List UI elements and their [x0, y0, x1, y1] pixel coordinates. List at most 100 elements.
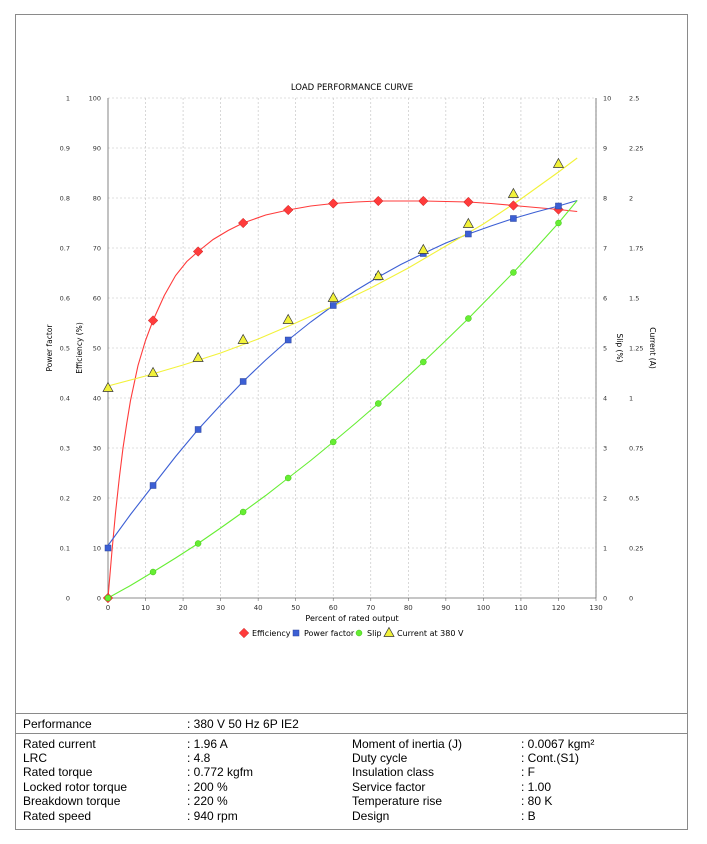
- performance-label: Performance: [23, 717, 92, 731]
- slip-tick-label: 8: [603, 195, 607, 203]
- efficiency-point: [237, 217, 249, 229]
- temperature-rise-label: Temperature rise: [352, 794, 443, 808]
- power-factor-point: [510, 215, 517, 222]
- efficiency-point: [463, 196, 474, 208]
- service-factor-value: : 1.00: [521, 780, 552, 794]
- power-factor-point: [465, 230, 472, 238]
- efficiency-point: [418, 195, 429, 207]
- chart-title: LOAD PERFORMANCE CURVE: [291, 83, 413, 93]
- power-factor-tick-label: 0.3: [60, 445, 70, 453]
- x-tick-label: 10: [141, 604, 150, 612]
- rated-current-label: Rated current: [23, 737, 96, 751]
- service-factor-label: Service factor: [352, 780, 426, 794]
- slip-tick-label: 6: [603, 295, 607, 303]
- current-at-380-v-point: [552, 157, 565, 168]
- efficiency-tick-label: 60: [93, 295, 101, 303]
- current-tick-label: 0.5: [629, 495, 639, 503]
- slip-tick-label: 3: [603, 445, 607, 453]
- power-factor-tick-label: 0.5: [60, 345, 70, 353]
- x-tick-label: 50: [291, 604, 300, 612]
- efficiency-legend-label: Efficiency: [252, 629, 291, 638]
- efficiency-point: [283, 204, 294, 216]
- slip-tick-label: 7: [603, 245, 607, 253]
- efficiency-tick-label: 30: [93, 445, 101, 453]
- slip-tick-label: 0: [603, 595, 607, 603]
- power-factor-legend-marker: [292, 629, 300, 637]
- power-factor-point: [329, 302, 337, 309]
- current-tick-label: 1.75: [629, 245, 643, 253]
- efficiency-axis-label: Efficiency (%): [75, 322, 84, 374]
- current-tick-label: 1: [629, 395, 633, 403]
- x-tick-label: 120: [552, 604, 565, 612]
- slip-point: [375, 400, 382, 407]
- slip-point: [104, 594, 112, 602]
- rated-torque-value: : 0.772 kgfm: [187, 765, 254, 779]
- rated-speed-label: Rated speed: [23, 809, 92, 823]
- x-axis-label: Percent of rated output: [305, 614, 398, 623]
- insulation-class-label: Insulation class: [352, 765, 435, 779]
- slip-point: [329, 438, 337, 446]
- efficiency-curve: [107, 200, 578, 599]
- efficiency-tick-label: 40: [93, 395, 101, 403]
- x-tick-label: 130: [589, 604, 602, 612]
- table-top-border: [15, 713, 688, 714]
- design-label: Design: [352, 809, 390, 823]
- slip-point: [284, 474, 292, 482]
- current-tick-label: 2.5: [629, 95, 639, 103]
- locked-rotor-torque-value: : 200 %: [187, 780, 228, 794]
- slip-tick-label: 4: [603, 395, 607, 403]
- x-tick-label: 90: [441, 604, 450, 612]
- duty-cycle-label: Duty cycle: [352, 751, 408, 765]
- lrc-value: : 4.8: [187, 751, 211, 765]
- rated-speed-value: : 940 rpm: [187, 809, 238, 823]
- slip-point: [239, 508, 247, 516]
- efficiency-tick-label: 70: [93, 245, 101, 253]
- efficiency-point: [508, 200, 519, 211]
- power-factor-tick-label: 0.8: [60, 195, 70, 203]
- efficiency-point: [328, 198, 339, 209]
- x-tick-label: 40: [254, 604, 263, 612]
- efficiency-tick-label: 50: [93, 345, 101, 353]
- rated-torque-label: Rated torque: [23, 765, 93, 779]
- current-tick-label: 0: [629, 595, 633, 603]
- slip-legend-marker: [355, 629, 363, 637]
- efficiency-point: [373, 195, 384, 207]
- slip-legend-label: Slip: [367, 629, 382, 638]
- slip-tick-label: 2: [603, 495, 607, 503]
- slip-curve: [107, 200, 578, 599]
- slip-point: [149, 568, 157, 576]
- current-at-380-v-point: [102, 381, 114, 392]
- current-tick-label: 1.5: [629, 295, 639, 303]
- current-tick-label: 2: [629, 195, 633, 203]
- slip-point: [194, 540, 202, 547]
- slip-point: [465, 315, 472, 322]
- lrc-label: LRC: [23, 751, 48, 765]
- current-axis-label: Current (A): [648, 327, 657, 369]
- power-factor-point: [555, 202, 562, 210]
- power-factor-axis-label: Power factor: [45, 324, 54, 372]
- current-at-380-v-point: [147, 366, 159, 377]
- power-factor-legend-label: Power factor: [304, 629, 355, 638]
- slip-point: [420, 358, 427, 366]
- power-factor-tick-label: 1: [66, 95, 70, 103]
- x-tick-label: 30: [216, 604, 225, 612]
- moment-of-inertia-value: : 0.0067 kgm²: [521, 737, 595, 751]
- x-tick-label: 0: [106, 604, 110, 612]
- efficiency-tick-label: 80: [93, 195, 101, 203]
- breakdown-torque-label: Breakdown torque: [23, 794, 121, 808]
- x-tick-label: 60: [329, 604, 338, 612]
- x-tick-label: 20: [179, 604, 188, 612]
- current-tick-label: 1.25: [629, 345, 643, 353]
- power-factor-point: [149, 482, 157, 489]
- efficiency-legend-marker: [238, 627, 250, 639]
- power-factor-point: [104, 544, 112, 552]
- current-at-380-v-point: [372, 269, 384, 280]
- temperature-rise-value: : 80 K: [521, 794, 553, 808]
- power-factor-tick-label: 0.7: [60, 245, 70, 253]
- slip-tick-label: 5: [603, 345, 607, 353]
- current-tick-label: 0.75: [629, 445, 643, 453]
- power-factor-tick-label: 0.4: [60, 395, 70, 403]
- slip-tick-label: 1: [603, 545, 607, 553]
- power-factor-tick-label: 0.6: [60, 295, 70, 303]
